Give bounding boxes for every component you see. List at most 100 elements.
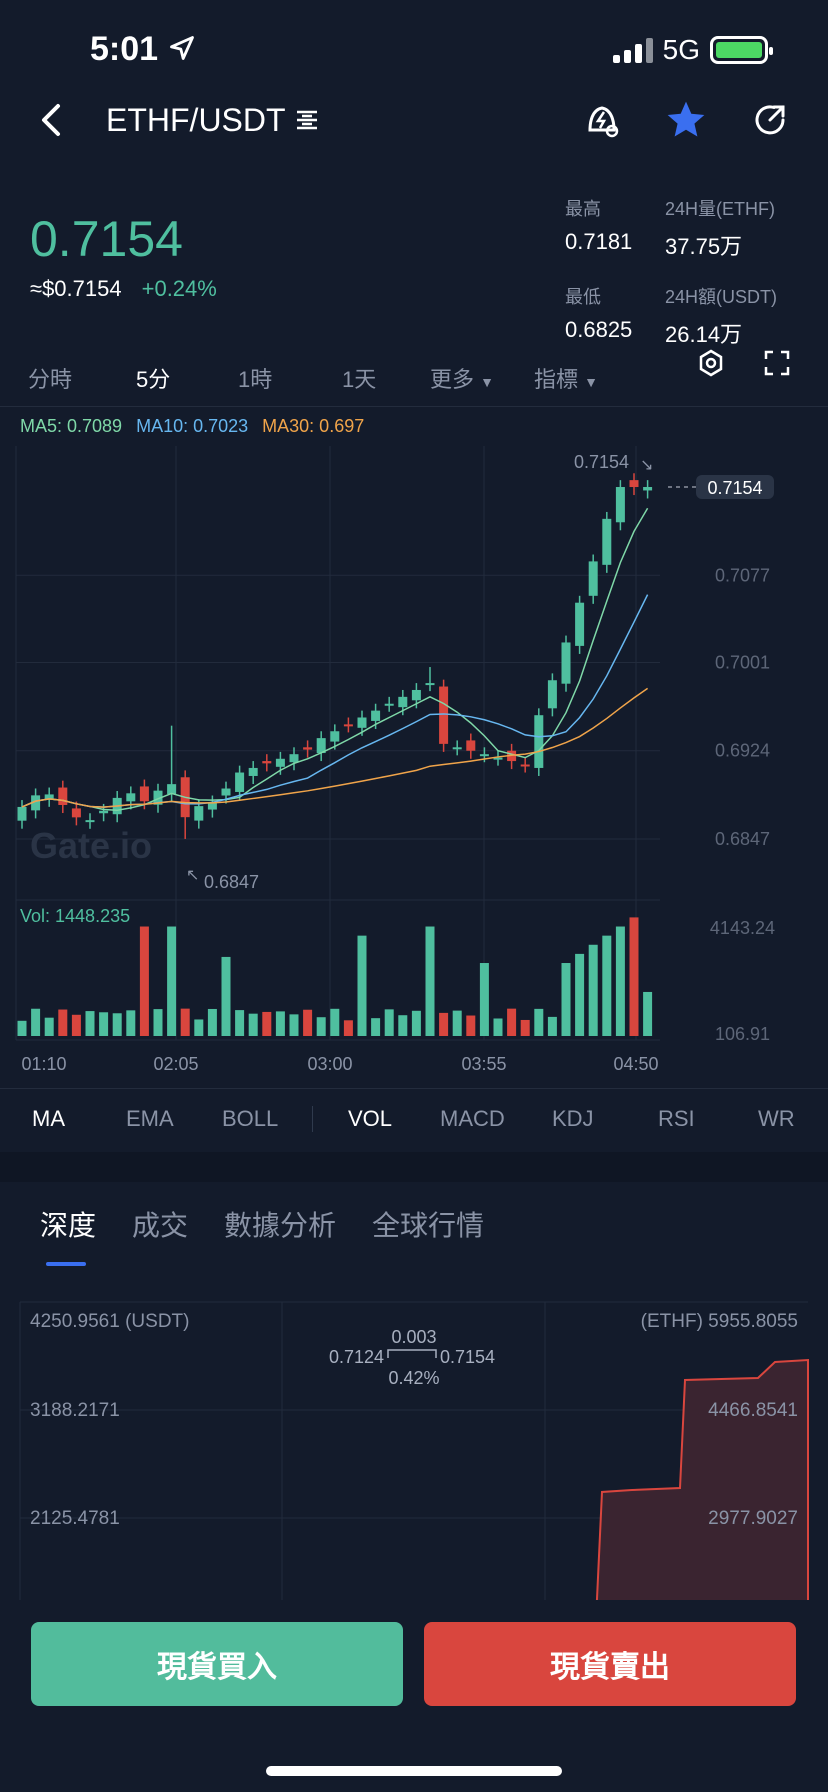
volume-bar <box>126 1010 136 1036</box>
tab-boll[interactable]: BOLL <box>222 1106 279 1131</box>
volume-bars <box>17 917 653 1036</box>
time-axis-label: 03:00 <box>307 1054 352 1074</box>
back-button[interactable] <box>36 100 66 147</box>
tab-ma[interactable]: MA <box>32 1106 65 1131</box>
tab-1day[interactable]: 1天 <box>342 367 377 392</box>
network-type: 5G <box>662 34 700 65</box>
time-axis-label: 03:55 <box>461 1054 506 1074</box>
home-indicator[interactable] <box>266 1766 562 1776</box>
volume-bar <box>629 917 639 1036</box>
candle-down <box>343 724 353 727</box>
tab-global-market[interactable]: 全球行情 <box>372 1210 485 1241</box>
dropdown-caret-icon: ▼ <box>480 374 494 390</box>
low-marker-arrow-icon: ↖ <box>186 867 199 884</box>
dropdown-caret-icon: ▼ <box>584 374 598 390</box>
volume-bar <box>316 1017 326 1036</box>
candle-up <box>207 802 217 810</box>
watermark: Gate.io <box>30 825 152 866</box>
volume-bar <box>71 1014 81 1036</box>
current-price-tag-bg <box>696 475 774 500</box>
volume-bar <box>411 1010 421 1036</box>
spot-buy-button[interactable]: 現貨買入 <box>31 1622 403 1706</box>
volume-bar <box>466 1015 476 1036</box>
candle-up <box>398 696 408 708</box>
volume-bar <box>275 1011 285 1036</box>
tab-vol[interactable]: VOL <box>348 1106 393 1131</box>
candle-up <box>384 703 394 706</box>
tab-timeline[interactable]: 分時 <box>28 367 73 392</box>
candle-up <box>153 790 163 805</box>
candlestick-chart[interactable]: Gate.io Vol: 1448.235 0.7077 0.7001 0.6924 0… <box>0 440 828 1080</box>
tab-indicators[interactable]: 指標 ▼ <box>534 362 598 394</box>
candle-up <box>425 683 435 686</box>
volume-bar <box>139 926 149 1036</box>
tab-rsi[interactable]: RSI <box>658 1106 695 1131</box>
price-alert-button[interactable] <box>580 98 624 142</box>
section-separator <box>0 1152 828 1182</box>
ma5-line <box>21 507 649 811</box>
volume-bar <box>99 1012 109 1036</box>
volume-bar <box>330 1008 340 1036</box>
candle-down <box>303 747 313 750</box>
volume-label: Vol: 1448.235 <box>20 906 130 926</box>
depth-left-axis-1: 3188.2171 <box>30 1400 120 1421</box>
volume-bar <box>602 935 612 1036</box>
low-marker: 0.6847 <box>204 872 259 892</box>
volume-bar <box>507 1008 517 1036</box>
volume-bar <box>643 991 653 1036</box>
spot-sell-button[interactable]: 現貨賣出 <box>424 1622 796 1706</box>
tab-1hour[interactable]: 1時 <box>238 367 273 392</box>
high-label: 最高 <box>565 199 601 219</box>
price-axis-label: 0.6847 <box>715 829 770 849</box>
candle-up <box>588 561 598 596</box>
tab-indicators-label: 指標 <box>534 367 579 392</box>
candle-down <box>262 761 272 764</box>
tab-kdj[interactable]: KDJ <box>552 1106 594 1131</box>
tab-trades[interactable]: 成交 <box>132 1210 189 1241</box>
tab-more[interactable]: 更多 ▼ <box>430 362 494 394</box>
candle-up <box>316 738 326 754</box>
candle-up <box>479 754 489 757</box>
candle-up <box>85 820 95 823</box>
candle-up <box>248 767 258 776</box>
tab-depth[interactable]: 深度 <box>40 1210 97 1241</box>
tab-more-label: 更多 <box>430 367 475 392</box>
tab-5min[interactable]: 5分 <box>136 367 171 392</box>
status-time: 5:01 <box>90 30 196 69</box>
tab-macd[interactable]: MACD <box>440 1106 505 1131</box>
volume-bar <box>479 963 489 1036</box>
candle-down <box>71 808 81 818</box>
depth-chart[interactable]: 4250.9561 (USDT) (ETHF) 5955.8055 3188.2… <box>0 1290 828 1620</box>
volume-bar <box>493 1018 503 1036</box>
high-value: 0.7181 <box>565 229 633 254</box>
candle-up <box>17 806 27 821</box>
volume-bar <box>180 1008 190 1036</box>
volume-bar <box>44 1017 54 1036</box>
amount-label: 24H額(USDT) <box>665 287 778 307</box>
share-button[interactable] <box>748 98 792 142</box>
candle-up <box>31 795 41 811</box>
tab-data-analysis[interactable]: 數據分析 <box>224 1210 337 1241</box>
ma30-line <box>21 687 649 808</box>
high-marker-arrow-icon: ↘ <box>640 457 653 474</box>
tab-ema[interactable]: EMA <box>126 1106 174 1131</box>
favorite-button[interactable] <box>664 98 708 142</box>
fullscreen-button[interactable] <box>762 348 792 384</box>
candle-up <box>194 806 204 821</box>
menu-lines-icon <box>296 110 317 130</box>
amount-value: 26.14万 <box>665 322 743 347</box>
time-axis-label: 01:10 <box>21 1054 66 1074</box>
chart-settings-button[interactable] <box>696 348 726 384</box>
candle-up <box>275 758 285 767</box>
volume-bar <box>588 944 598 1036</box>
change-percent: +0.24% <box>141 276 217 301</box>
tab-wr[interactable]: WR <box>758 1106 795 1131</box>
candle-up <box>99 810 109 814</box>
pair-selector[interactable]: ETHF/USDT <box>106 102 320 139</box>
timeframe-bar: 分時 5分 1時 1天 更多 ▼ 指標 ▼ <box>0 349 828 404</box>
candle-up <box>330 731 340 742</box>
indicator-tabs: MA EMA BOLL VOL MACD KDJ RSI WR <box>0 1090 828 1148</box>
location-arrow-icon <box>169 36 194 60</box>
ma5-value: MA5: 0.7089 <box>20 416 123 436</box>
candle-up <box>221 788 231 796</box>
